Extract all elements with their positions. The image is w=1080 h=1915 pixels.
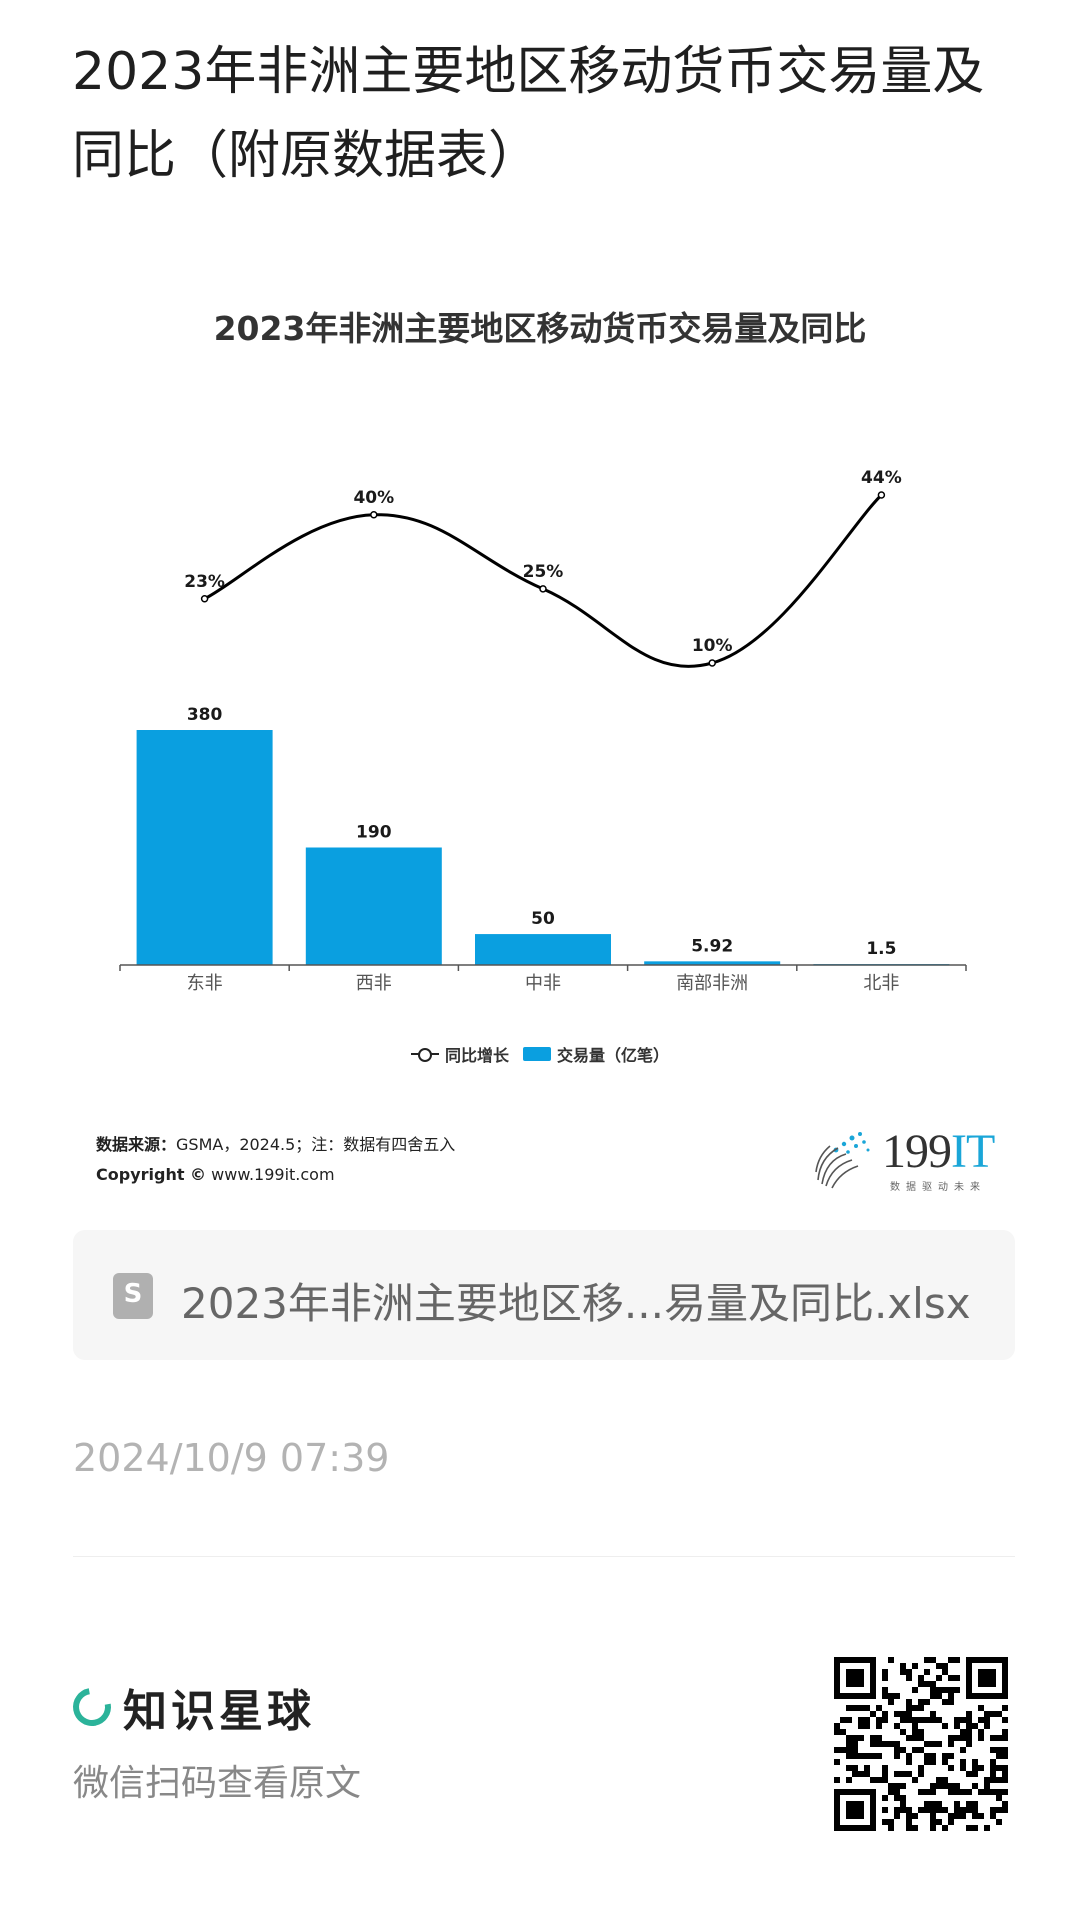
growth-value-label: 23% [184, 572, 225, 592]
scan-tip: 微信扫码查看原文 [73, 1763, 362, 1804]
bar-series-icon [523, 1047, 551, 1061]
199it-logo: 199IT 数据驱动未来 [812, 1122, 1002, 1194]
bar-0 [136, 730, 273, 965]
legend-label-growth: 同比增长 [444, 1046, 509, 1065]
bar-value-label: 1.5 [866, 939, 896, 959]
post-date: 2024/10/9 07:39 [73, 1436, 390, 1480]
data-source: 数据来源：GSMA，2024.5；注：数据有四舍五入 Copyright © w… [96, 1130, 455, 1190]
logo-tagline: 数据驱动未来 [890, 1182, 986, 1193]
x-tick-label: 中非 [525, 973, 561, 994]
brand-name: 知识星球 [123, 1686, 315, 1737]
line-series-icon [410, 1047, 439, 1062]
combo-chart: 380 190 50 5.92 1.5 23% 40% 25% 10% 44% 东非 西非 中非 南部… [119, 468, 967, 994]
legend-label-volume: 交易量（亿笔） [557, 1046, 670, 1065]
attachment-file-name[interactable]: 2023年非洲主要地区移...易量及同比.xlsx [181, 1279, 971, 1328]
chart-legend: 同比增长 交易量（亿笔） [0, 1042, 1080, 1066]
attachment-card[interactable]: 2023年非洲主要地区移...易量及同比.xlsx [73, 1230, 1015, 1360]
dot-burst-icon [815, 1132, 870, 1189]
bar-1 [305, 847, 442, 965]
bar-value-label: 5.92 [691, 936, 733, 956]
zsxq-logo-icon [65, 1680, 119, 1734]
legend-item-volume: 交易量（亿笔） [523, 1042, 669, 1066]
growth-value-label: 25% [523, 562, 564, 582]
copyright-label: Copyright © [96, 1165, 207, 1184]
growth-value-label: 44% [861, 468, 902, 488]
legend-item-growth: 同比增长 [410, 1042, 509, 1066]
bar-value-label: 50 [531, 909, 555, 929]
growth-point [708, 659, 716, 667]
brand: 知识星球 [65, 1680, 315, 1737]
bar-3 [644, 961, 781, 965]
x-tick-label: 东非 [187, 973, 223, 994]
growth-value-label: 10% [692, 636, 733, 656]
growth-point [200, 595, 209, 603]
bar-value-label: 190 [356, 823, 392, 843]
page-title: 2023年非洲主要地区移动货币交易量及同比（附原数据表） [72, 42, 985, 186]
spreadsheet-file-icon [113, 1273, 153, 1319]
x-tick-label: 西非 [356, 973, 392, 994]
growth-point [877, 491, 886, 499]
bar-2 [475, 934, 611, 965]
x-tick-label: 南部非洲 [676, 973, 748, 994]
copyright-text: www.199it.com [206, 1165, 335, 1184]
chart-title: 2023年非洲主要地区移动货币交易量及同比 [213, 309, 867, 348]
x-tick-label: 北非 [863, 973, 899, 994]
bar-value-label: 380 [187, 705, 223, 725]
divider [73, 1556, 1015, 1557]
source-label: 数据来源： [96, 1135, 177, 1154]
growth-point [370, 511, 378, 519]
source-text: GSMA，2024.5；注：数据有四舍五入 [176, 1135, 456, 1154]
logo-wordmark: 199IT [882, 1125, 995, 1178]
growth-value-label: 40% [353, 488, 394, 508]
growth-point [539, 585, 547, 593]
qr-code[interactable] [834, 1657, 1008, 1831]
